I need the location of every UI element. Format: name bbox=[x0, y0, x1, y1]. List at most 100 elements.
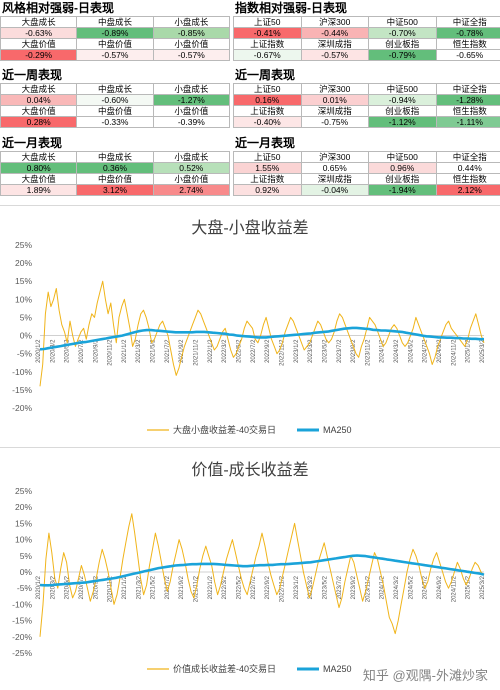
label-row: 大盘成长中盘成长小盘成长 bbox=[1, 152, 230, 163]
y-tick-label: 20% bbox=[15, 502, 32, 512]
cell-label: 沪深300 bbox=[301, 84, 369, 95]
cell-value: -0.57% bbox=[301, 50, 369, 61]
legend-label-spread: 价值成长收益差-40交易日 bbox=[173, 663, 276, 674]
cell-label: 恒生指数 bbox=[436, 174, 500, 185]
cell-label: 小盘成长 bbox=[153, 84, 229, 95]
panel-title: 近一月表现 bbox=[0, 135, 226, 151]
cell-label: 上证指数 bbox=[234, 174, 302, 185]
y-tick-label: -5% bbox=[17, 583, 33, 593]
cell-value: 0.44% bbox=[436, 163, 500, 174]
cell-label: 中盘成长 bbox=[77, 17, 153, 28]
cell-value: -1.28% bbox=[436, 95, 500, 106]
value-row: 1.89%3.12%2.74% bbox=[1, 185, 230, 196]
cell-value: -0.04% bbox=[301, 185, 369, 196]
x-tick-label: 2024/9/2 bbox=[437, 575, 443, 599]
cell-value: 1.89% bbox=[1, 185, 77, 196]
y-tick-label: -15% bbox=[12, 616, 32, 626]
label-row: 大盘价值中盘价值小盘价值 bbox=[1, 106, 230, 117]
y-tick-label: -25% bbox=[12, 648, 32, 658]
panel-title: 风格相对强弱-日表现 bbox=[0, 0, 226, 16]
x-tick-label: 2020/7/2 bbox=[79, 575, 85, 599]
cell-value: -1.94% bbox=[369, 185, 437, 196]
chart-large-small: 大盘-小盘收益差 25%20%15%10%5%0%-5%-10%-15%-20%… bbox=[0, 205, 500, 446]
label-row: 大盘价值中盘价值小盘价值 bbox=[1, 39, 230, 50]
cell-value: -1.27% bbox=[153, 95, 229, 106]
y-tick-label: 0% bbox=[20, 331, 33, 341]
x-tick-label: 2021/7/2 bbox=[165, 575, 171, 599]
cell-value: -0.39% bbox=[153, 117, 229, 128]
y-tick-label: -20% bbox=[12, 403, 32, 413]
y-tick-label: -5% bbox=[17, 349, 33, 359]
value-row: -0.63%-0.89%-0.85% bbox=[1, 28, 230, 39]
cell-label: 中证全指 bbox=[436, 17, 500, 28]
cell-value: -0.44% bbox=[301, 28, 369, 39]
label-row: 上证指数深圳成指创业板指恒生指数 bbox=[234, 39, 500, 50]
cell-value: 0.28% bbox=[1, 117, 77, 128]
chart-svg: 25%20%15%10%5%0%-5%-10%-15%-20%-25%2020/… bbox=[0, 448, 500, 690]
value-row: 0.04%-0.60%-1.27% bbox=[1, 95, 230, 106]
x-tick-label: 2024/9/2 bbox=[437, 339, 443, 363]
cell-label: 小盘价值 bbox=[153, 39, 229, 50]
panel-title: 近一月表现 bbox=[233, 135, 499, 151]
cell-label: 小盘价值 bbox=[153, 174, 229, 185]
cell-value: 0.04% bbox=[1, 95, 77, 106]
value-row: 0.92%-0.04%-1.94%2.12% bbox=[234, 185, 500, 196]
label-row: 上证指数深圳成指创业板指恒生指数 bbox=[234, 174, 500, 185]
cell-value: -0.94% bbox=[369, 95, 437, 106]
x-tick-label: 2020/1/2 bbox=[36, 575, 42, 599]
x-tick-label: 2023/7/2 bbox=[337, 339, 343, 363]
x-tick-label: 2022/1/2 bbox=[208, 339, 214, 363]
cell-label: 上证指数 bbox=[234, 39, 302, 50]
cell-label: 中证全指 bbox=[436, 84, 500, 95]
x-tick-label: 2022/11/2 bbox=[279, 575, 285, 602]
cell-value: 0.52% bbox=[153, 163, 229, 174]
x-tick-label: 2021/9/2 bbox=[179, 339, 185, 363]
cell-label: 小盘价值 bbox=[153, 106, 229, 117]
cell-value: -0.85% bbox=[153, 28, 229, 39]
cell-value: -0.63% bbox=[1, 28, 77, 39]
cell-value: -0.29% bbox=[1, 50, 77, 61]
x-tick-label: 2021/11/2 bbox=[194, 575, 200, 602]
label-row: 大盘成长中盘成长小盘成长 bbox=[1, 84, 230, 95]
cell-value: 0.80% bbox=[1, 163, 77, 174]
x-tick-label: 2020/9/2 bbox=[93, 339, 99, 363]
y-tick-label: -20% bbox=[12, 632, 32, 642]
cell-label: 上证50 bbox=[234, 84, 302, 95]
y-tick-label: 10% bbox=[15, 294, 32, 304]
cell-label: 中盘价值 bbox=[77, 106, 153, 117]
cell-value: 2.74% bbox=[153, 185, 229, 196]
cell-label: 中证500 bbox=[369, 84, 437, 95]
x-tick-label: 2021/5/2 bbox=[151, 575, 157, 599]
x-tick-label: 2021/11/2 bbox=[194, 339, 200, 366]
panel-title: 近一周表现 bbox=[233, 67, 499, 83]
legend-label-spread: 大盘小盘收益差-40交易日 bbox=[173, 424, 276, 435]
cell-value: -0.79% bbox=[369, 50, 437, 61]
cell-value: 0.96% bbox=[369, 163, 437, 174]
chart-value-growth: 价值-成长收益差 25%20%15%10%5%0%-5%-10%-15%-20%… bbox=[0, 447, 500, 690]
x-tick-label: 2021/3/2 bbox=[136, 575, 142, 599]
label-row: 大盘价值中盘价值小盘价值 bbox=[1, 174, 230, 185]
cell-label: 中证500 bbox=[369, 17, 437, 28]
cell-value: 0.01% bbox=[301, 95, 369, 106]
y-tick-label: 25% bbox=[15, 486, 32, 496]
y-tick-label: -10% bbox=[12, 367, 32, 377]
y-tick-label: -10% bbox=[12, 599, 32, 609]
cell-label: 上证指数 bbox=[234, 106, 302, 117]
style-table-day: 大盘成长中盘成长小盘成长-0.63%-0.89%-0.85%大盘价值中盘价值小盘… bbox=[0, 16, 230, 61]
cell-label: 恒生指数 bbox=[436, 106, 500, 117]
x-tick-label: 2023/11/2 bbox=[365, 339, 371, 366]
cell-label: 中盘价值 bbox=[77, 39, 153, 50]
panel-title: 近一周表现 bbox=[0, 67, 226, 83]
value-row: 0.80%0.36%0.52% bbox=[1, 163, 230, 174]
x-tick-label: 2024/3/2 bbox=[394, 575, 400, 599]
value-row: 1.55%0.65%0.96%0.44% bbox=[234, 163, 500, 174]
cell-label: 深圳成指 bbox=[301, 174, 369, 185]
cell-label: 深圳成指 bbox=[301, 106, 369, 117]
y-tick-label: 15% bbox=[15, 276, 32, 286]
